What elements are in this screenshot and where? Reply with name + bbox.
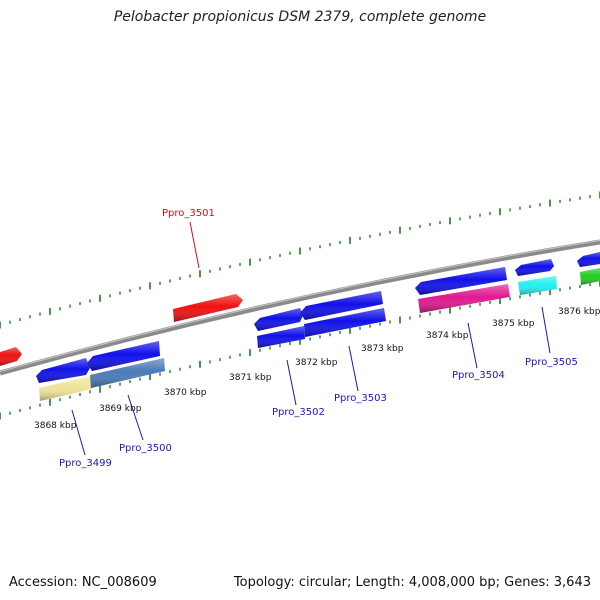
leader-ppro-3501 (189, 221, 200, 269)
kbp-label-3870: 3870 kbp (164, 388, 207, 398)
leader-ppro-3502 (286, 359, 297, 406)
leader-ppro-3500 (127, 394, 144, 441)
kbp-label-3873: 3873 kbp (361, 344, 404, 354)
leader-ppro-3504 (467, 322, 478, 369)
kbp-label-3869: 3869 kbp (99, 404, 142, 414)
kbp-label-3868: 3868 kbp (34, 421, 77, 431)
genome-backbone-highlight (0, 240, 600, 372)
leader-ppro-3503 (348, 345, 359, 392)
gene-ppro-3504-forward[interactable] (415, 267, 507, 295)
gene-label-ppro-3503: Ppro_3503 (334, 393, 387, 404)
gene-ppro-3503-reverse[interactable] (304, 308, 386, 337)
gene-label-ppro-3505: Ppro_3505 (525, 357, 578, 368)
gene-ppro-3500[interactable] (90, 358, 165, 388)
accession-text: Accession: NC_008609 (9, 575, 157, 590)
gene-ppro-3505[interactable] (518, 276, 557, 295)
gene-label-ppro-3499: Ppro_3499 (59, 458, 112, 469)
kbp-label-3875: 3875 kbp (492, 319, 535, 329)
leader-ppro-3499 (71, 409, 86, 456)
gene-label-ppro-3502: Ppro_3502 (272, 407, 325, 418)
gene-blue-3868-a[interactable] (36, 358, 90, 383)
gene-features (0, 252, 600, 401)
kbp-label-3874: 3874 kbp (426, 331, 469, 341)
kbp-label-3872: 3872 kbp (295, 358, 338, 368)
gene-ppro-3502-reverse[interactable] (257, 326, 305, 348)
map-title: Pelobacter propionicus DSM 2379, complet… (113, 9, 487, 25)
genome-summary-text: Topology: circular; Length: 4,008,000 bp… (233, 575, 591, 590)
gene-label-ppro-3501: Ppro_3501 (162, 208, 215, 219)
kbp-label-3871: 3871 kbp (229, 373, 272, 383)
gene-label-ppro-3504: Ppro_3504 (452, 370, 505, 381)
gene-ppro-3503-forward[interactable] (300, 291, 383, 320)
gene-blue-3869[interactable] (87, 341, 160, 371)
outer-tick-track (0, 191, 600, 329)
leader-ppro-3505 (541, 306, 551, 354)
gene-label-ppro-3500: Ppro_3500 (119, 443, 172, 454)
gene-ppro-3499[interactable] (39, 376, 92, 401)
gene-green-right-edge[interactable] (580, 268, 600, 285)
genome-backbone (0, 239, 600, 376)
kbp-label-3876: 3876 kbp (558, 307, 600, 317)
gene-ppro-3505-forward[interactable] (515, 259, 554, 276)
gene-leader-lines (71, 221, 551, 456)
gene-ppro-3504[interactable] (418, 284, 510, 313)
gene-ppro-3502-forward[interactable] (254, 308, 303, 331)
gene-ppro-3501[interactable] (173, 294, 243, 322)
gene-blue-right-edge[interactable] (577, 252, 600, 267)
gene-red-left-edge (0, 347, 22, 366)
